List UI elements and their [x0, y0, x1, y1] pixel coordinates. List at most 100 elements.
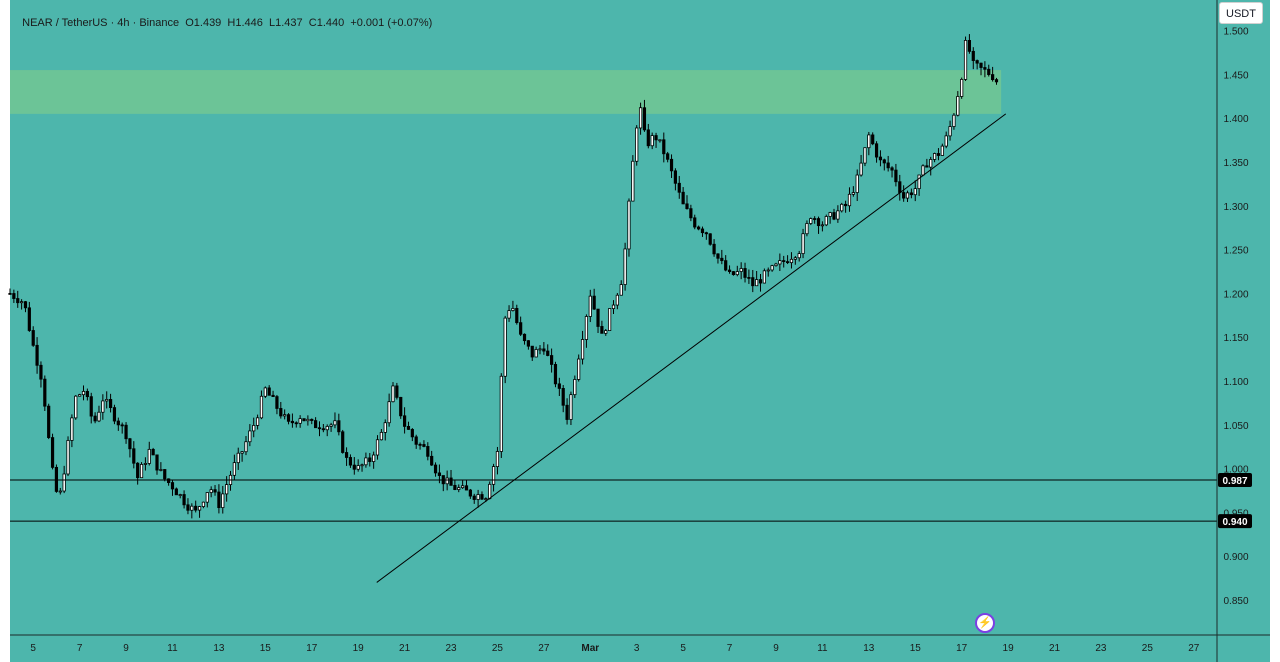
candle-body — [809, 218, 813, 224]
candle-body — [310, 418, 314, 421]
time-axis[interactable]: 5 7 9 11 13 15 17 19 21 23 25 27 Mar 3 5 7 9 11 13 15 17 19 21… — [30, 643, 1199, 654]
x-tick-label: 27 — [1188, 643, 1200, 654]
candle-body — [666, 153, 670, 160]
candle-body — [994, 79, 999, 83]
x-tick-label: 11 — [167, 643, 178, 654]
candle-body — [488, 483, 492, 500]
candle-body — [743, 268, 747, 278]
candle-body — [963, 40, 968, 80]
candle-body — [476, 494, 480, 500]
x-tick-label: 9 — [123, 643, 129, 654]
x-tick-label: 13 — [213, 643, 225, 654]
candle-body — [480, 494, 484, 500]
candle-body — [271, 394, 275, 398]
candle-body — [863, 147, 867, 164]
candle-body — [932, 153, 937, 160]
candle-body — [735, 271, 739, 276]
ascending-trendline[interactable] — [376, 113, 1007, 583]
candle-body — [329, 424, 333, 427]
candle-body — [81, 391, 86, 396]
candle-body — [437, 472, 442, 476]
x-tick-label: 25 — [1142, 643, 1154, 654]
y-tick-label: 1.350 — [1223, 158, 1248, 169]
x-tick-label: 17 — [956, 643, 968, 654]
candle-body — [364, 457, 368, 466]
candle-body — [631, 160, 635, 202]
candle-body — [948, 126, 952, 137]
x-tick-label: 19 — [353, 643, 365, 654]
candle-body — [638, 107, 643, 129]
candle-body — [35, 344, 39, 366]
candle-body — [16, 298, 20, 304]
candle-body — [201, 501, 206, 507]
candle-body — [43, 378, 47, 407]
candle-body — [47, 405, 51, 438]
candle-body — [882, 159, 886, 164]
price-line-labels: 0.987 0.940 — [1218, 472, 1252, 529]
candle-body — [600, 326, 604, 334]
candle-body — [797, 253, 801, 259]
candle-body — [697, 226, 701, 230]
candle-body — [279, 408, 283, 417]
candle-body — [747, 277, 751, 279]
candle-body — [553, 364, 558, 385]
currency-button[interactable]: USDT — [1219, 2, 1263, 24]
candle-body — [983, 67, 987, 70]
candle-body — [515, 308, 519, 324]
candle-body — [39, 364, 43, 380]
candle-body — [921, 165, 925, 176]
candle-body — [472, 495, 476, 500]
candle-body — [372, 454, 376, 462]
candle-body — [383, 422, 387, 433]
candle-body — [751, 277, 755, 287]
candle-body — [116, 420, 120, 426]
price-axis[interactable]: 1.500 1.450 1.400 1.350 1.300 1.250 1.200 1.150… — [1223, 27, 1248, 607]
candle-body — [898, 181, 902, 193]
x-tick-label: 15 — [260, 643, 272, 654]
candle-body — [650, 135, 654, 147]
candle-body — [341, 431, 345, 453]
candle-body — [712, 243, 716, 255]
candle-body — [700, 228, 705, 234]
candle-body — [360, 464, 364, 467]
lightning-icon[interactable]: ⚡ — [975, 613, 995, 633]
candle-body — [344, 452, 349, 458]
candle-body — [991, 74, 995, 81]
candle-body — [163, 469, 167, 480]
x-tick-label: 11 — [817, 643, 828, 654]
y-tick-label: 1.300 — [1223, 202, 1248, 213]
x-tick-label: 19 — [1003, 643, 1015, 654]
candle-body — [550, 355, 554, 365]
candle-body — [770, 265, 774, 271]
candle-body — [905, 192, 910, 199]
candle-body — [190, 505, 194, 511]
candle-body — [314, 420, 318, 429]
candle-body — [259, 395, 264, 419]
candle-body — [499, 375, 503, 452]
candle-body — [263, 387, 267, 397]
price-line-label: 0.940 — [1222, 517, 1247, 528]
candle-body — [174, 488, 178, 496]
candle-body — [522, 333, 527, 342]
candle-body — [290, 420, 295, 424]
candle-body — [23, 301, 28, 309]
candle-body — [758, 279, 763, 284]
candle-body — [97, 411, 101, 422]
candle-body — [93, 415, 97, 422]
candle-body — [596, 308, 600, 327]
candle-body — [851, 192, 855, 195]
candle-body — [890, 167, 894, 171]
candle-body — [12, 293, 16, 299]
candle-body — [186, 504, 190, 511]
candle-body — [774, 263, 778, 267]
candle-body — [871, 134, 875, 145]
candle-body — [302, 418, 306, 422]
candle-body — [306, 418, 310, 422]
candle-body — [689, 208, 693, 219]
symbol-name: NEAR / TetherUS — [22, 17, 108, 29]
candle-body — [577, 358, 581, 380]
candle-body — [286, 414, 291, 422]
candle-body — [89, 396, 93, 417]
candle-body — [782, 260, 786, 262]
